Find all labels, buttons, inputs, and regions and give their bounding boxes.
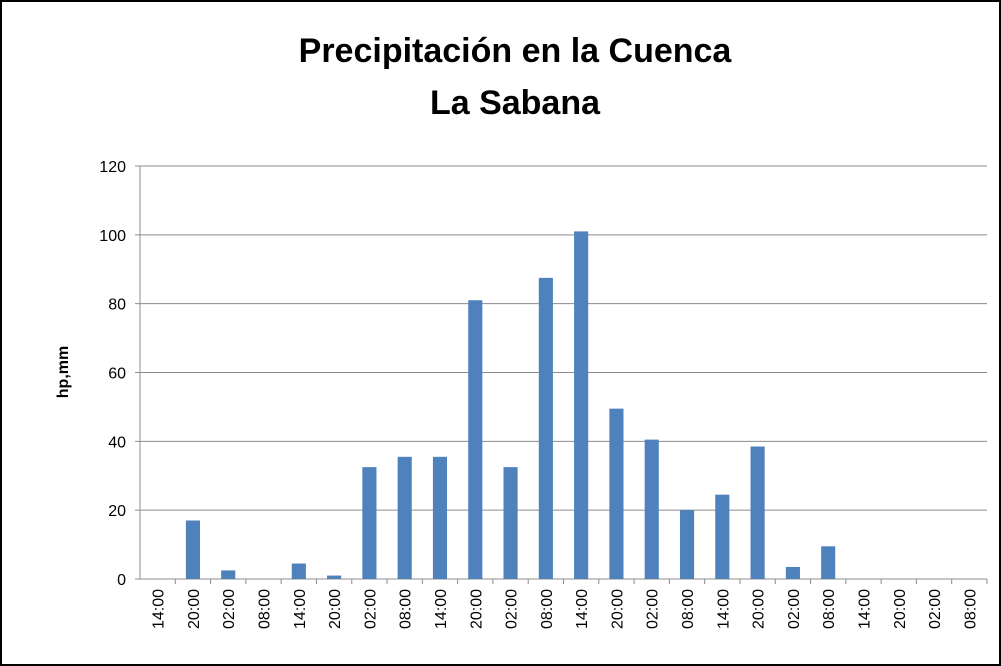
x-tick-label: 14:00	[856, 589, 873, 629]
bar	[468, 300, 483, 579]
x-tick-label: 14:00	[715, 589, 732, 629]
x-tick-label: 02:00	[221, 589, 238, 629]
x-tick-label: 02:00	[786, 589, 803, 629]
y-tick-label: 0	[117, 572, 126, 589]
y-tick-label: 80	[108, 297, 126, 314]
x-tick-label: 08:00	[257, 589, 274, 629]
x-tick-label: 08:00	[821, 589, 838, 629]
x-tick-label: 20:00	[468, 589, 485, 629]
bar	[821, 546, 836, 579]
bar	[362, 467, 377, 579]
bar	[574, 231, 589, 579]
x-tick-label: 14:00	[574, 589, 591, 629]
x-tick-label: 08:00	[680, 589, 697, 629]
x-tick-label: 20:00	[751, 589, 768, 629]
bar	[327, 575, 342, 579]
x-tick-label: 20:00	[327, 589, 344, 629]
chart-title: La Sabana	[430, 84, 601, 122]
x-tick-label: 08:00	[398, 589, 415, 629]
bar	[291, 563, 306, 579]
y-tick-label: 100	[99, 228, 126, 245]
bar	[750, 446, 765, 579]
y-tick-label: 40	[108, 434, 126, 451]
x-tick-label: 20:00	[892, 589, 909, 629]
x-tick-label: 02:00	[362, 589, 379, 629]
x-tick-label: 08:00	[539, 589, 556, 629]
bar	[503, 467, 518, 579]
bar	[679, 510, 695, 579]
bar	[609, 408, 624, 579]
y-tick-label: 20	[108, 503, 126, 520]
x-tick-label: 14:00	[151, 589, 168, 629]
x-tick-label: 08:00	[962, 589, 979, 629]
y-tick-label: 60	[108, 366, 126, 383]
bar	[185, 520, 200, 579]
x-tick-label: 14:00	[292, 589, 309, 629]
bar	[432, 456, 448, 579]
chart-title: Precipitación en la Cuenca	[299, 32, 733, 70]
bar	[221, 570, 236, 579]
bar	[644, 439, 659, 579]
x-tick-label: 02:00	[927, 589, 944, 629]
bar	[785, 566, 800, 579]
x-tick-label: 02:00	[645, 589, 662, 629]
bar	[397, 456, 412, 579]
x-tick-label: 02:00	[504, 589, 521, 629]
bar	[715, 494, 730, 579]
y-tick-label: 120	[99, 159, 126, 176]
y-axis-label: hp,mm	[55, 346, 72, 398]
x-tick-label: 20:00	[186, 589, 203, 629]
x-tick-label: 20:00	[609, 589, 626, 629]
x-tick-label: 14:00	[433, 589, 450, 629]
bar	[538, 277, 553, 579]
